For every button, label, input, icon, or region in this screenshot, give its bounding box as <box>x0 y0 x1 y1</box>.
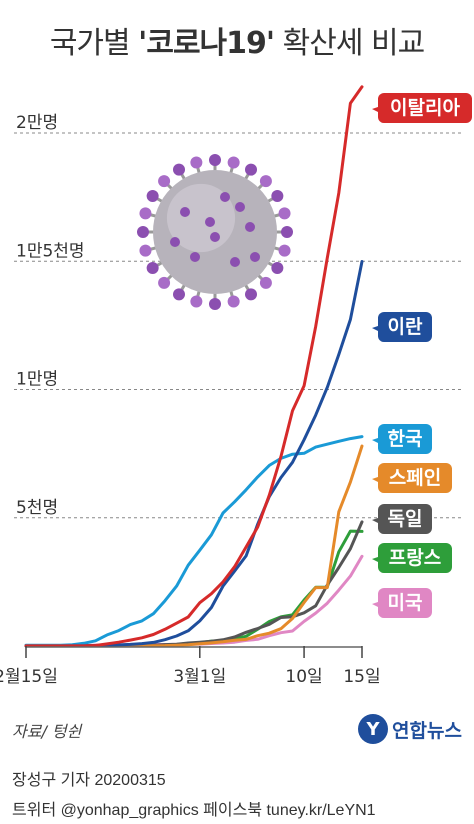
virus-surface-protein <box>250 252 260 262</box>
y-tick-labels: 5천명 1만명 1만5천명 2만명 <box>16 113 85 518</box>
series-label-5: 프랑스 <box>372 543 452 573</box>
x-axis: 2월15일 3월1일 10일 15일 <box>0 646 381 687</box>
virus-spike-tip <box>278 244 291 257</box>
chart-title: 국가별 '코로나19' 확산세 비교 <box>0 18 474 62</box>
label-text: 한국 <box>388 428 423 450</box>
virus-surface-protein <box>180 207 190 217</box>
logo-text: 연합뉴스 <box>392 719 462 742</box>
series-label-6: 미국 <box>372 588 432 618</box>
label-box <box>378 504 432 534</box>
virus-spike-tip <box>245 288 257 301</box>
virus-spike-tip <box>139 244 152 257</box>
virus-spike-tip <box>190 156 203 169</box>
virus-surface-protein <box>170 237 180 247</box>
virus-spike-tip <box>190 295 203 308</box>
label-text: 프랑스 <box>389 547 441 569</box>
label-box <box>378 543 452 573</box>
series-label-2: 한국 <box>372 424 432 454</box>
series-label-0: 이탈리아 <box>372 93 472 123</box>
label-box <box>378 312 432 342</box>
virus-spike-tip <box>158 175 171 188</box>
series-line-6 <box>24 554 364 648</box>
virus-surface-protein <box>245 222 255 232</box>
virus-spike-tip <box>227 156 240 169</box>
title-highlight: '코로나19' <box>138 26 275 61</box>
label-box <box>378 588 432 618</box>
y-tick-label: 1만5천명 <box>16 241 85 261</box>
x-tick-label: 10일 <box>285 667 322 687</box>
virus-spike-tip <box>158 276 171 289</box>
title-suffix: 확산세 비교 <box>274 26 426 61</box>
source-note: 자료/ 텅쉰 <box>12 722 82 741</box>
x-tick-label: 2월15일 <box>0 667 58 687</box>
series-label-4: 독일 <box>372 504 432 534</box>
label-box <box>378 424 432 454</box>
virus-spike-tip <box>259 175 272 188</box>
virus-spike-tip <box>245 163 257 176</box>
virus-surface-protein <box>230 257 240 267</box>
virus-surface-protein <box>205 217 215 227</box>
virus-surface-protein <box>210 232 220 242</box>
label-text: 이란 <box>388 316 423 338</box>
label-box <box>378 93 472 123</box>
virus-spike-tip <box>209 154 221 166</box>
y-tick-label: 2만명 <box>16 113 58 133</box>
title-prefix: 국가별 <box>49 26 139 61</box>
virus-spike-tip <box>139 207 152 220</box>
series-label-3: 스페인 <box>372 463 452 493</box>
virus-spike-tip <box>281 226 293 238</box>
virus-illustration <box>137 154 293 310</box>
virus-surface-protein <box>235 202 245 212</box>
label-text: 독일 <box>388 508 423 530</box>
virus-spike-tip <box>209 298 221 310</box>
agency-logo: Y 연합뉴스 <box>358 712 462 746</box>
reporter-credit: 장성구 기자 20200315 <box>12 772 166 789</box>
series-label-1: 이란 <box>372 312 432 342</box>
virus-surface-protein <box>190 252 200 262</box>
yonhap-logo-icon: Y <box>358 714 388 744</box>
y-tick-label: 5천명 <box>16 498 58 518</box>
virus-spike-tip <box>173 163 185 176</box>
virus-spike-tip <box>278 207 291 220</box>
series-line-2 <box>24 435 364 647</box>
virus-spike-tip <box>259 276 272 289</box>
virus-spike-tip <box>137 226 149 238</box>
series-line-5 <box>24 529 364 648</box>
virus-spike-tip <box>173 288 185 301</box>
label-text: 미국 <box>388 592 423 614</box>
series-lines <box>24 85 364 648</box>
series-line-1 <box>24 260 364 648</box>
virus-spike-tip <box>227 295 240 308</box>
virus-spike-tip <box>146 262 159 274</box>
series-line-0 <box>24 85 364 648</box>
virus-spike-tip <box>271 190 284 202</box>
virus-surface-protein <box>220 192 230 202</box>
social-links: 트위터 @yonhap_graphics 페이스북 tuney.kr/LeYN1 <box>12 802 376 819</box>
x-tick-label: 15일 <box>343 667 380 687</box>
label-text: 이탈리아 <box>390 97 460 119</box>
x-tick-label: 3월1일 <box>173 667 226 687</box>
y-tick-label: 1만명 <box>16 370 58 390</box>
label-text: 스페인 <box>389 467 441 489</box>
virus-spike-tip <box>146 190 159 202</box>
virus-spike-tip <box>271 262 284 274</box>
label-box <box>378 463 452 493</box>
